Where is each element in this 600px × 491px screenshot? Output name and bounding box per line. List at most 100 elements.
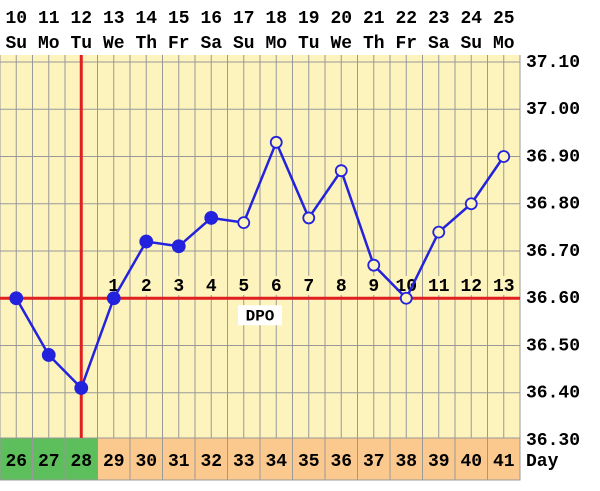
dpo-label: 5 (238, 277, 249, 297)
point (9, 291, 24, 306)
dpo-label: 9 (368, 277, 379, 297)
open-point (497, 150, 511, 163)
dpo-label-bg (165, 276, 192, 295)
open-point (367, 258, 381, 272)
dpo-label-bg (100, 276, 127, 295)
cycle-day-label: 35 (298, 452, 320, 472)
cycle-day-label: 28 (70, 452, 92, 472)
cycle-day-label: 37 (363, 452, 385, 472)
cycle-day-label: 30 (135, 452, 157, 472)
dpo-label: 12 (460, 277, 482, 297)
y-tick-label: 37.10 (526, 53, 580, 73)
cycle-day-cell (129, 437, 163, 481)
x-tick-label: 13 (103, 9, 125, 29)
cycle-day-label: 34 (265, 452, 287, 472)
weekday-label: Th (135, 34, 157, 54)
dpo-label: 13 (493, 277, 515, 297)
cycle-day-label: 26 (5, 452, 27, 472)
cycle-day-cell (227, 437, 261, 481)
dpo-label-bg (295, 276, 322, 295)
coverline-label: DPO (246, 307, 275, 325)
x-tick-label: 10 (5, 9, 27, 29)
cycle-day-cell (194, 437, 228, 481)
weekday-label: Sa (200, 34, 222, 54)
x-tick-label: 19 (298, 9, 320, 29)
cycle-day-cell (487, 437, 521, 481)
y-tick-label: 36.80 (526, 195, 580, 215)
x-tick-label: 15 (168, 9, 190, 29)
temperature-line (15, 139, 505, 391)
x-tick-label: 16 (200, 9, 222, 29)
open-point (302, 211, 316, 225)
cycle-day-label: 29 (103, 452, 125, 472)
x-tick-label: 20 (330, 9, 352, 29)
cycle-day-label: 27 (38, 452, 60, 472)
weekday-label: Mo (38, 34, 60, 54)
open-point (399, 291, 413, 305)
x-tick-label: 11 (38, 9, 60, 29)
x-tick-label: 18 (265, 9, 287, 29)
x-tick-label: 21 (363, 9, 385, 29)
cycle-day-label: 39 (428, 452, 450, 472)
cycle-day-label: 33 (233, 452, 255, 472)
point (41, 348, 56, 362)
y-tick-label: 36.40 (526, 384, 580, 404)
cycle-day-cell (64, 437, 98, 481)
dpo-label: 4 (206, 277, 217, 297)
cycle-day-label: 41 (493, 452, 515, 472)
weekday-label: Su (233, 34, 255, 54)
cycle-day-label: 32 (200, 452, 222, 472)
dpo-label-bg (360, 276, 387, 295)
dpo-label: 1 (108, 277, 119, 297)
point (204, 211, 219, 225)
dpo-label: 11 (428, 277, 450, 297)
cycle-day-cell (97, 437, 131, 481)
cycle-day-cell (0, 437, 33, 481)
dpo-label: 8 (336, 277, 347, 297)
x-tick-label: 22 (395, 9, 417, 29)
weekday-label: Tu (70, 34, 92, 54)
dpo-label: 7 (303, 277, 314, 297)
dpo-label: 2 (141, 277, 152, 297)
cycle-day-cell (324, 437, 358, 481)
y-tick-label: 37.00 (526, 100, 580, 120)
cycle-day-label: 40 (460, 452, 482, 472)
open-point (432, 225, 446, 239)
point (106, 291, 121, 306)
open-point (334, 164, 348, 178)
weekday-label: Fr (168, 34, 190, 54)
weekday-label: We (103, 34, 125, 54)
dpo-label-bg (425, 276, 452, 295)
y-tick-label: 36.30 (526, 431, 580, 451)
open-point (237, 216, 251, 230)
cycle-day-cell (259, 437, 293, 481)
cycle-day-cell (357, 437, 391, 481)
x-tick-label: 17 (233, 9, 255, 29)
weekday-label: Th (363, 34, 385, 54)
dpo-label-bg (328, 276, 355, 295)
point (139, 234, 154, 249)
dpo-label: 3 (173, 277, 184, 297)
dpo-label-bg (133, 276, 160, 295)
cycle-day-cell (422, 437, 456, 481)
point (171, 239, 186, 254)
weekday-label: Tu (298, 34, 320, 54)
dpo-label-bg (490, 276, 517, 295)
weekday-label: Su (5, 34, 27, 54)
y-tick-label: 36.60 (526, 289, 580, 309)
dpo-label-bg (458, 276, 485, 295)
dpo-label-bg (230, 276, 257, 295)
x-tick-label: 24 (460, 9, 482, 29)
weekday-label: Su (460, 34, 482, 54)
x-tick-label: 23 (428, 9, 450, 29)
dpo-label-bg (198, 276, 225, 295)
weekday-label: Mo (265, 34, 287, 54)
weekday-label: Mo (493, 34, 515, 54)
open-point (464, 197, 478, 211)
x-tick-label: 14 (135, 9, 157, 29)
cycle-day-title: Day (526, 452, 559, 472)
weekday-label: We (330, 34, 352, 54)
y-tick-label: 36.70 (526, 242, 580, 262)
cycle-day-cell (162, 437, 196, 481)
